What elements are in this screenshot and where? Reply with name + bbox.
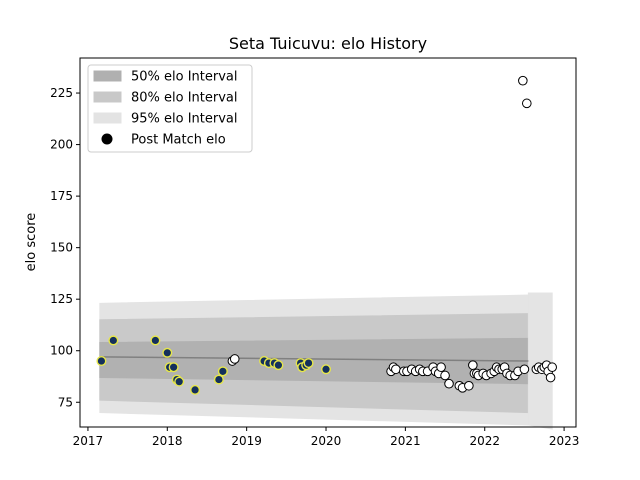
post-match-point bbox=[213, 374, 224, 385]
post-match-point bbox=[519, 364, 530, 375]
legend-marker bbox=[101, 133, 113, 145]
post-match-point bbox=[547, 362, 557, 373]
legend: 50% elo Interval 80% elo Interval 95% elo … bbox=[87, 64, 253, 153]
legend-label: 95% elo Interval bbox=[131, 112, 238, 127]
post-match-point bbox=[174, 376, 185, 387]
post-match-point bbox=[229, 354, 240, 364]
post-match-point bbox=[108, 335, 119, 346]
post-match-point bbox=[464, 380, 474, 391]
axes-frame bbox=[79, 57, 577, 428]
y-tick-label: 75 bbox=[58, 395, 73, 409]
post-match-point bbox=[444, 378, 454, 389]
y-tick-label: 125 bbox=[50, 292, 73, 306]
post-match-point bbox=[162, 347, 173, 358]
y-tick-label: 150 bbox=[50, 241, 73, 255]
post-match-point bbox=[518, 75, 528, 86]
post-match-point bbox=[321, 364, 332, 375]
chart-title: Seta Tuicuvu: elo History bbox=[229, 34, 427, 53]
post-match-point bbox=[168, 362, 179, 373]
y-axis-label: elo score bbox=[24, 213, 39, 272]
post-match-point bbox=[150, 335, 161, 346]
x-tick-label: 2020 bbox=[311, 434, 342, 448]
axis-ticks: 2017 2018 2019 2020 2021 2022 2023 75 100 125 150 1… bbox=[50, 86, 579, 448]
x-tick-label: 2023 bbox=[549, 434, 580, 448]
mean-elo-line bbox=[99, 356, 529, 362]
post-match-point bbox=[521, 98, 532, 109]
y-tick-label: 100 bbox=[50, 344, 73, 358]
x-tick-label: 2018 bbox=[152, 434, 183, 448]
legend-swatch bbox=[93, 91, 122, 103]
post-match-point bbox=[440, 370, 450, 381]
legend-box bbox=[87, 64, 253, 153]
post-match-point bbox=[273, 360, 284, 371]
post-match-point bbox=[436, 362, 446, 373]
legend-label: 80% elo Interval bbox=[131, 91, 238, 106]
x-tick-label: 2021 bbox=[390, 434, 421, 448]
y-tick-label: 175 bbox=[50, 189, 73, 203]
legend-swatch bbox=[93, 112, 122, 124]
y-tick-label: 225 bbox=[50, 86, 73, 100]
post-match-point bbox=[468, 360, 478, 370]
x-tick-label: 2017 bbox=[73, 434, 104, 448]
post-match-point bbox=[190, 384, 201, 395]
legend-label: 50% elo Interval bbox=[131, 70, 238, 85]
post-match-point bbox=[217, 366, 228, 377]
y-tick-label: 200 bbox=[50, 138, 73, 152]
legend-swatch bbox=[93, 70, 122, 82]
interval-band-3 bbox=[527, 292, 553, 430]
plot-area bbox=[96, 75, 557, 430]
post-match-point bbox=[303, 358, 314, 369]
x-tick-label: 2022 bbox=[469, 434, 500, 448]
legend-label: Post Match elo bbox=[131, 133, 226, 148]
x-tick-label: 2019 bbox=[231, 434, 262, 448]
post-match-point bbox=[545, 372, 556, 383]
post-match-point bbox=[96, 356, 107, 367]
post-match-point bbox=[391, 364, 401, 375]
